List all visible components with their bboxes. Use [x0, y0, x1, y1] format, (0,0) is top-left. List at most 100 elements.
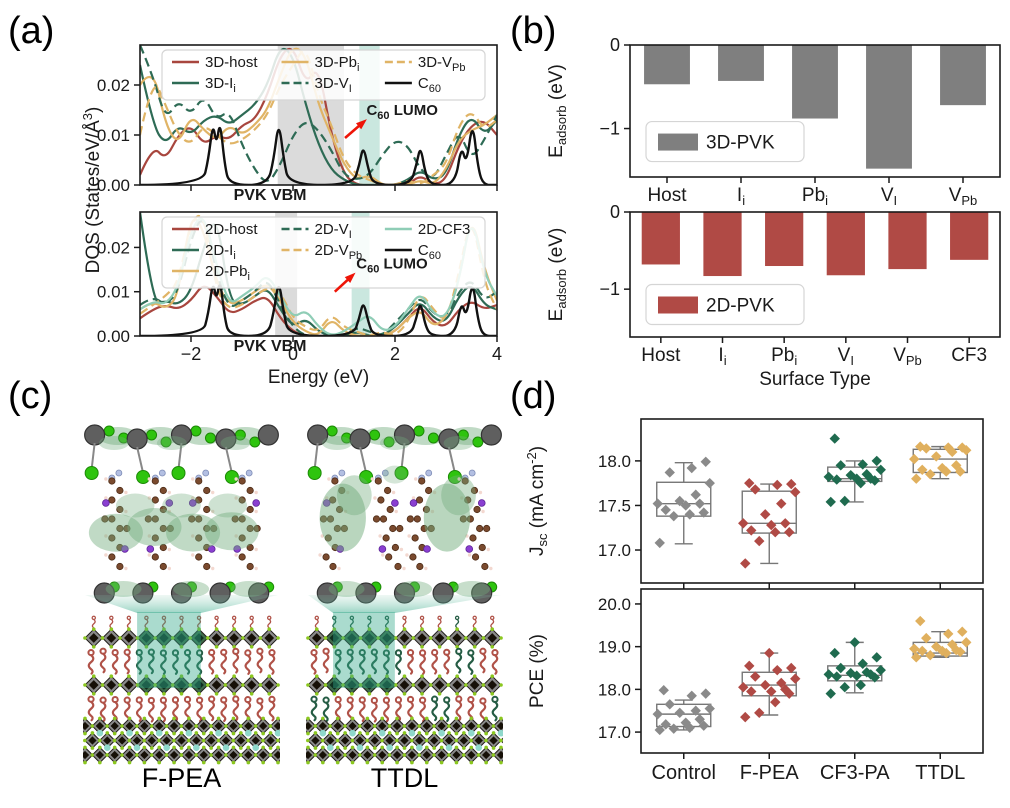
halide-atom: [146, 429, 158, 441]
fluorine-atom: [409, 499, 418, 507]
panel-label-a: (a): [8, 10, 55, 52]
data-point: [654, 537, 665, 549]
molecule-squiggle: [208, 695, 216, 722]
structure-label-ttdl: TTDL: [370, 763, 439, 793]
data-point: [869, 475, 880, 486]
hydrogen-atom: [104, 496, 108, 500]
organic-molecule: [231, 469, 261, 571]
legend: 2D-host 2D-VI 2D-CF3 2D-Ii 2D-VPb C60 2D-Pbi: [161, 216, 486, 289]
hydrogen-atom: [327, 477, 331, 481]
carbon-atom: [331, 477, 339, 485]
molecule-squiggle: [220, 648, 228, 675]
data-point: [776, 677, 787, 689]
isosurface-blob: [166, 513, 221, 552]
bar-VI: [826, 212, 865, 276]
y-axis-label: Eadsorb (eV): [546, 64, 569, 158]
halide-atom: [204, 432, 216, 444]
legend-swatch: [658, 133, 698, 151]
isosurface-blob: [105, 581, 142, 597]
organic-molecule: [101, 469, 131, 571]
carbon-atom: [374, 477, 382, 485]
y-tick-label: 17.0: [598, 723, 631, 742]
carbon-atom: [406, 515, 414, 523]
carbon-atom: [416, 562, 424, 571]
fluorine-atom: [423, 545, 431, 553]
data-point: [744, 660, 755, 672]
cation-dot: [215, 729, 222, 737]
hydrogen-atom: [124, 509, 128, 514]
hydrogen-atom: [104, 477, 108, 481]
data-point: [764, 647, 775, 659]
y-axis-label: PCE (%): [527, 634, 548, 708]
molecule-squiggle: [358, 648, 366, 675]
hydrogen-atom: [457, 477, 461, 481]
bar-subplot-eads_3d: 0 −1 Host Ii Pbi VI VPb Eadsorb (eV) 3D-PVK: [546, 35, 1001, 208]
data-point: [909, 643, 920, 654]
x-tick-label-VPb: VPb: [893, 345, 922, 368]
carbon-atom: [203, 524, 211, 533]
bar-Ii: [718, 45, 764, 81]
fluorine-atom: [465, 545, 474, 553]
carbon-atom: [116, 562, 124, 571]
fluorine-atom: [165, 499, 174, 507]
x-tick-label: 4: [492, 344, 502, 364]
perovskite-octahedron: [358, 627, 381, 649]
carbon-atom: [116, 524, 124, 533]
carbon-atom: [481, 562, 489, 571]
molecule-squiggle: [256, 647, 264, 674]
data-point: [760, 679, 771, 691]
panel-label-d: (d): [510, 375, 557, 417]
highlight-region: [333, 612, 395, 688]
carbon-atom: [238, 496, 246, 504]
y-tick-label: 18.0: [598, 680, 631, 699]
y-axis-label: Jsc (mA cm-2): [524, 446, 550, 556]
isosurface-blob: [208, 493, 248, 518]
carbon-atom: [159, 505, 167, 514]
data-point: [754, 535, 765, 547]
bar-Pbi: [792, 45, 838, 119]
hydrogen-atom: [337, 566, 341, 571]
bar-Host: [641, 212, 680, 265]
panel-d-boxplots: 17.0 17.5 18.0 Jsc (mA cm-2) 17.0 18.0 19.0 20.…: [524, 418, 984, 784]
data-point: [668, 510, 679, 522]
perovskite-octahedron: [365, 731, 385, 750]
hydrogen-atom: [147, 477, 152, 481]
x-tick-label-TTDL: TTDL: [915, 762, 965, 784]
nitrogen-atom: [115, 469, 123, 477]
molecule-squiggle: [358, 696, 366, 723]
hydrogen-atom: [394, 509, 398, 514]
y-tick-label: 19.0: [598, 638, 631, 657]
molecule-squiggle: [220, 696, 228, 723]
hydrogen-atom: [411, 496, 416, 500]
hydrogen-atom: [373, 496, 377, 500]
isosurface-blob: [204, 512, 259, 551]
carbon-atom: [203, 486, 211, 495]
perovskite-octahedron: [323, 674, 345, 696]
data-point: [875, 664, 886, 676]
metal-atom: [349, 428, 371, 450]
data-point: [835, 662, 846, 674]
cation-dot: [222, 744, 230, 751]
box-subplot-jsc_box: 17.0 17.5 18.0 Jsc (mA cm-2): [524, 418, 984, 589]
data-point: [951, 460, 962, 471]
y-tick-label: 0.01: [97, 283, 130, 302]
x-tick-label-VPb: VPb: [949, 185, 978, 208]
carbon-atom: [101, 515, 109, 523]
x-axis-label: Energy (eV): [268, 367, 369, 388]
molecule-squiggle: [159, 696, 168, 723]
nitrogen-atom: [381, 469, 389, 477]
hydrogen-atom: [191, 553, 195, 557]
perovskite-octahedron: [428, 674, 451, 696]
perovskite-octahedron: [357, 745, 377, 765]
x-tick-label-Ii: Ii: [737, 185, 745, 208]
carbon-atom: [210, 524, 218, 533]
cation-dot: [193, 744, 200, 751]
isosurface-blob: [336, 475, 372, 516]
perovskite-octahedron: [149, 745, 169, 765]
perovskite-octahedron: [393, 627, 416, 649]
cation-dot: [133, 744, 141, 751]
data-point: [839, 495, 850, 507]
data-point: [790, 486, 801, 498]
carbon-atom: [151, 534, 159, 542]
data-point: [772, 479, 783, 491]
